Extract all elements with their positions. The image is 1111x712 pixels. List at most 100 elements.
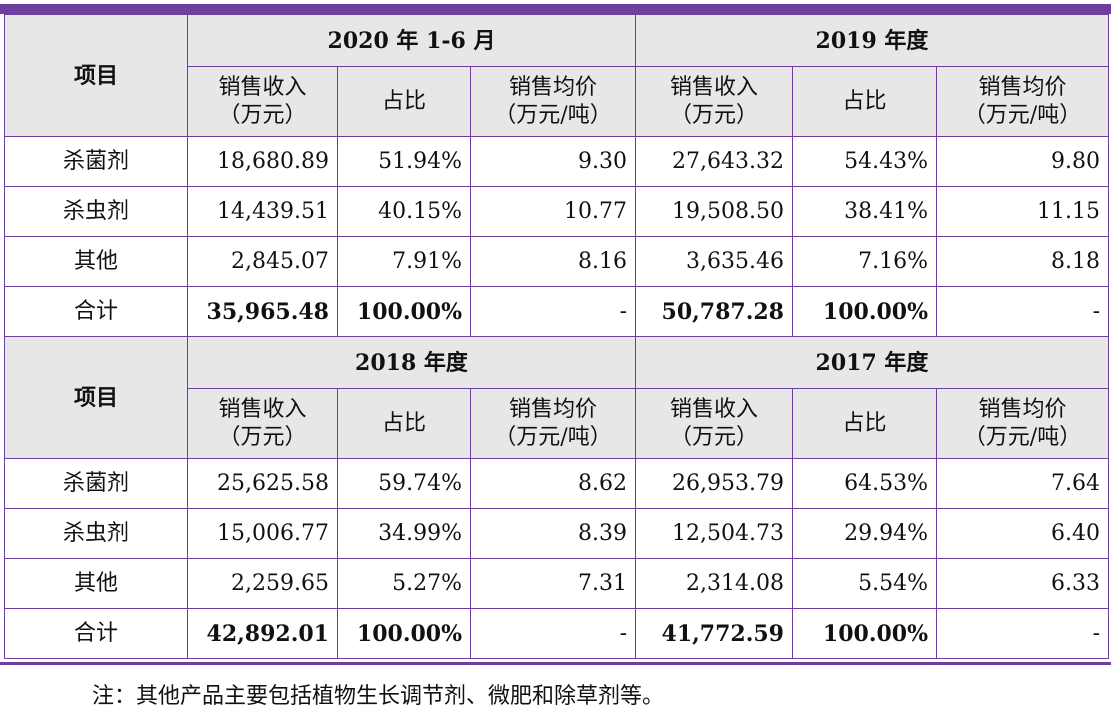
share-cell: 5.27% — [337, 558, 471, 609]
avg-price-header: 销售均价 （万元/吨） — [936, 66, 1109, 137]
row-label: 杀菌剂 — [4, 136, 188, 187]
row-label: 合计 — [4, 608, 188, 659]
sales-revenue-header: 销售收入 （万元） — [635, 66, 793, 137]
share-header: 占比 — [337, 388, 471, 459]
sales-revenue-header-line2: （万元） — [218, 424, 307, 450]
share-cell: 54.43% — [792, 136, 937, 187]
item-header: 项目 — [4, 336, 188, 459]
revenue-cell: 2,845.07 — [187, 236, 338, 287]
row-label: 杀菌剂 — [4, 458, 188, 509]
revenue-cell: 15,006.77 — [187, 508, 338, 559]
revenue-cell: 27,643.32 — [635, 136, 793, 187]
sales-revenue-header: 销售收入 （万元） — [187, 66, 338, 137]
price-cell: 9.30 — [470, 136, 636, 187]
sales-revenue-header-line1: 销售收入 — [669, 396, 758, 422]
avg-price-header: 销售均价 （万元/吨） — [470, 66, 636, 137]
period-header-row: 项目 2020 年 1-6 月 2019 年度 — [4, 14, 1109, 137]
sales-revenue-header-line1: 销售收入 — [669, 74, 758, 100]
price-cell: - — [470, 286, 636, 337]
table-row: 其他 2,845.07 7.91% 8.16 3,635.46 7.16% 8.18 — [4, 236, 1109, 287]
revenue-cell: 12,504.73 — [635, 508, 793, 559]
row-label: 杀虫剂 — [4, 508, 188, 559]
avg-price-header-line1: 销售均价 — [978, 396, 1067, 422]
sales-revenue-header-line1: 销售收入 — [218, 396, 307, 422]
price-cell: 7.64 — [936, 458, 1109, 509]
table-row: 其他 2,259.65 5.27% 7.31 2,314.08 5.54% 6.33 — [4, 558, 1109, 609]
period-header: 2018 年度 — [187, 336, 636, 389]
total-row: 合计 35,965.48 100.00% -50,787.28 100.00% - — [4, 286, 1109, 337]
period-header: 2017 年度 — [635, 336, 1109, 389]
revenue-cell: 3,635.46 — [635, 236, 793, 287]
avg-price-header-line2: （万元/吨） — [963, 424, 1082, 450]
row-label: 其他 — [4, 558, 188, 609]
revenue-cell: 14,439.51 — [187, 186, 338, 237]
price-cell: 7.31 — [470, 558, 636, 609]
row-label: 其他 — [4, 236, 188, 287]
sales-revenue-header-line1: 销售收入 — [218, 74, 307, 100]
price-cell: 10.77 — [470, 186, 636, 237]
share-header: 占比 — [792, 66, 937, 137]
sales-revenue-header: 销售收入 （万元） — [635, 388, 793, 459]
sales-revenue-header-line2: （万元） — [218, 102, 307, 128]
price-cell: 9.80 — [936, 136, 1109, 187]
bottom-rule — [0, 662, 1111, 665]
item-header: 项目 — [4, 14, 188, 137]
revenue-cell: 42,892.01 — [187, 608, 338, 659]
table-row: 杀菌剂 25,625.58 59.74% 8.62 26,953.79 64.53% 7.6… — [4, 458, 1109, 509]
share-cell: 100.00% — [337, 286, 471, 337]
share-cell: 34.99% — [337, 508, 471, 559]
share-cell: 5.54% — [792, 558, 937, 609]
column-header-row: 销售收入 （万元） 占比 销售均价 （万元/吨） 销售收入 （万元） 占比 销售均价 （万元/吨） — [5, 388, 1109, 459]
price-cell: - — [470, 608, 636, 659]
share-cell: 38.41% — [792, 186, 937, 237]
top-rule — [0, 4, 1111, 14]
share-cell: 7.16% — [792, 236, 937, 287]
revenue-cell: 18,680.89 — [187, 136, 338, 187]
revenue-cell: 35,965.48 — [187, 286, 338, 337]
price-cell: 6.33 — [936, 558, 1109, 609]
share-cell: 51.94% — [337, 136, 471, 187]
share-header: 占比 — [792, 388, 937, 459]
footnote: 注：其他产品主要包括植物生长调节剂、微肥和除草剂等。 — [92, 684, 665, 709]
price-cell: - — [936, 286, 1109, 337]
price-cell: 8.62 — [470, 458, 636, 509]
share-cell: 40.15% — [337, 186, 471, 237]
avg-price-header-line2: （万元/吨） — [494, 424, 612, 450]
share-cell: 100.00% — [792, 608, 937, 659]
revenue-cell: 25,625.58 — [187, 458, 338, 509]
table-row: 杀虫剂 14,439.51 40.15% 10.77 19,508.50 38.41% 11… — [4, 186, 1109, 237]
revenue-cell: 50,787.28 — [635, 286, 793, 337]
sales-revenue-header: 销售收入 （万元） — [187, 388, 338, 459]
share-cell: 59.74% — [337, 458, 471, 509]
share-cell: 100.00% — [792, 286, 937, 337]
share-cell: 29.94% — [792, 508, 937, 559]
avg-price-header-line2: （万元/吨） — [494, 102, 612, 128]
share-cell: 7.91% — [337, 236, 471, 287]
price-cell: 6.40 — [936, 508, 1109, 559]
period-header: 2020 年 1-6 月 — [187, 14, 636, 67]
period-header-row: 项目 2018 年度 2017 年度 — [4, 336, 1109, 459]
row-label: 杀虫剂 — [4, 186, 188, 237]
revenue-cell: 41,772.59 — [635, 608, 793, 659]
avg-price-header-line1: 销售均价 — [508, 396, 597, 422]
avg-price-header: 销售均价 （万元/吨） — [936, 388, 1109, 459]
share-cell: 64.53% — [792, 458, 937, 509]
revenue-cell: 2,314.08 — [635, 558, 793, 609]
table-row: 杀虫剂 15,006.77 34.99% 8.39 12,504.73 29.94% 6.4… — [4, 508, 1109, 559]
price-cell: 8.16 — [470, 236, 636, 287]
sales-table: 项目 2020 年 1-6 月 2019 年度 销售收入 （万元） 占比 销售均价 （万元/吨… — [4, 14, 1109, 659]
share-header: 占比 — [337, 66, 471, 137]
price-cell: 11.15 — [936, 186, 1109, 237]
avg-price-header-line2: （万元/吨） — [963, 102, 1082, 128]
revenue-cell: 2,259.65 — [187, 558, 338, 609]
period-header: 2019 年度 — [635, 14, 1109, 67]
table-row: 杀菌剂 18,680.89 51.94% 9.30 27,643.32 54.43% 9.8… — [4, 136, 1109, 187]
price-cell: - — [936, 608, 1109, 659]
avg-price-header-line1: 销售均价 — [978, 74, 1067, 100]
revenue-cell: 19,508.50 — [635, 186, 793, 237]
row-label: 合计 — [4, 286, 188, 337]
sales-table-body: 项目 2020 年 1-6 月 2019 年度 销售收入 （万元） 占比 销售均价 （万元/吨… — [4, 14, 1109, 659]
total-row: 合计 42,892.01 100.00% -41,772.59 100.00% - — [4, 608, 1109, 659]
revenue-cell: 26,953.79 — [635, 458, 793, 509]
sales-revenue-header-line2: （万元） — [669, 424, 758, 450]
